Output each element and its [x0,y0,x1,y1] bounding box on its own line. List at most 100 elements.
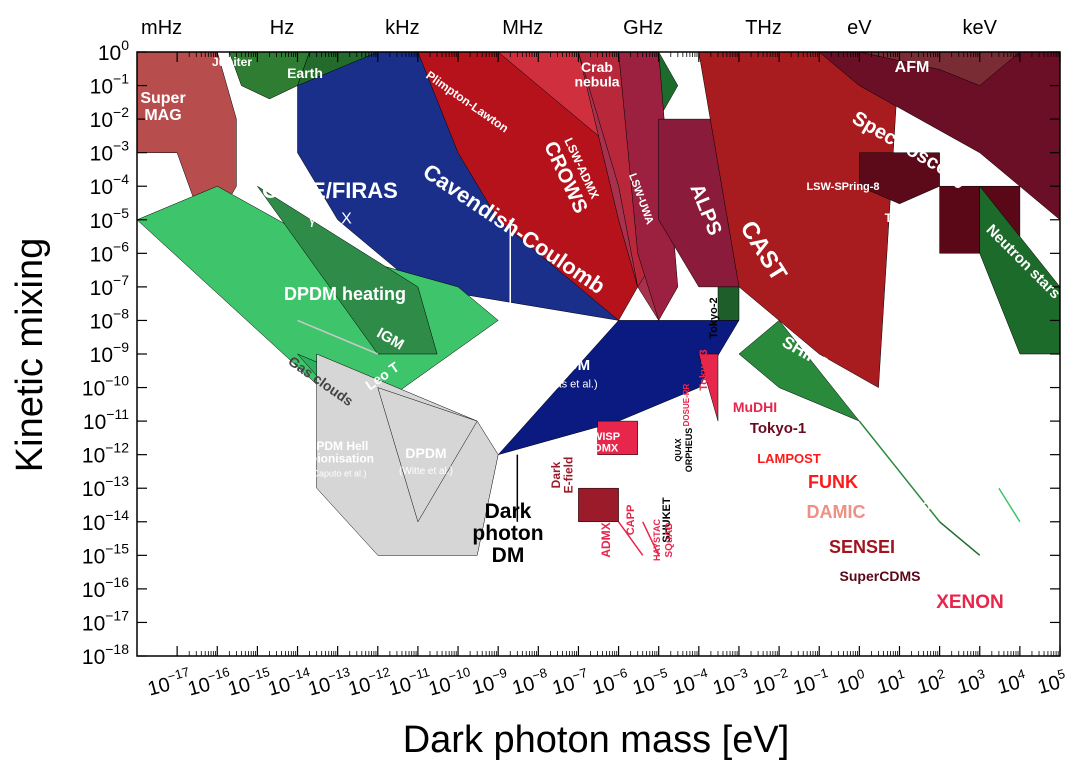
top-axis-label: eV [847,17,872,39]
y-tick-label: 10−8 [90,305,130,333]
y-tick-label: 100 [98,37,129,65]
top-axis-label: Hz [270,17,294,39]
y-tick-label: 10−13 [82,473,129,501]
x-tick-label: 105 [1034,666,1069,699]
y-tick-label: 10−11 [83,406,129,434]
label-afm: AFM [895,59,930,76]
region-capp-line [642,521,660,556]
label-squad: SQuAD [664,523,675,558]
label-dpdm-hell-reionisation: DPDM Hell Reionisation (Caputo et al.) [302,439,374,478]
label-haystac: HAYSTAC [652,519,662,562]
x-tick-label: 10−3 [710,665,753,700]
region-dpdm-witte-et-al [377,387,478,523]
x-tick-label: 104 [994,666,1029,699]
label-damic: DAMIC [807,502,866,522]
label-solar: Solar [908,487,951,522]
label-earth: Earth [287,65,323,81]
region-dark-e-field [578,487,619,523]
x-tick-label: 10−12 [345,664,395,701]
label-texono: TEXONO [885,211,936,225]
y-tick-label: 10−1 [90,71,130,99]
label-orpheus: ORPHEUS [684,428,694,473]
x-tick-label: 10−5 [629,665,672,700]
x-tick-label: 10−8 [509,665,552,700]
y-tick-label: 10−7 [90,272,130,300]
label-dark-e-field: DarkE-field [549,457,576,494]
label-quax: QUAX [674,438,683,462]
label-wisp-dmx: WISP DMX [592,431,620,455]
x-tick-label: 10−10 [425,664,475,701]
top-axis-label: kHz [385,17,419,39]
y-tick-label: 10−12 [82,440,129,468]
region-solar-line [858,420,941,523]
region-ships [738,320,860,422]
label-dpdm-heating: DPDM heating [284,284,406,304]
y-tick-label: 10−16 [82,574,129,602]
y-tick-label: 10−4 [90,171,130,199]
label-lampost: LAMPOST [757,451,821,466]
y-tick-label: 10−2 [90,104,130,132]
label-funk: FUNK [808,472,858,492]
label-cobe-firas: COBE/FIRAS γ → X [262,178,398,227]
region-lsw-spring-8 [859,152,940,205]
top-axis-label: mHz [141,17,182,39]
x-tick-label: 10−2 [750,665,793,700]
label-super-mag: Super MAG [140,90,185,124]
region-wisp-dmx [597,420,638,455]
x-tick-label: 10−9 [469,665,512,700]
region-neutron-stars [979,185,1060,355]
region-igm [257,185,438,355]
label-dpdm-witte-et-al: DPDM (Witte et al.) [399,445,453,477]
x-tick-label: 10−4 [669,665,712,700]
y-tick-label: 10−3 [90,138,130,166]
y-tick-label: 10−17 [82,607,129,635]
label-tokyo-2: Tokyo-2 [708,297,720,338]
region-hb-line [939,521,981,556]
region-rg-line [998,487,1021,523]
label-sensei: SENSEI [829,537,895,557]
region-admx-line [617,521,644,556]
top-axis-label: THz [745,17,782,39]
top-axis-label: keV [963,17,998,39]
label-dark-photon-dm: Dark photon DM [472,500,543,567]
y-tick-label: 10−10 [82,373,129,401]
regions-layer [137,52,1060,556]
y-tick-label: 10−14 [82,507,129,535]
region-gas-clouds-line [297,319,379,355]
y-tick-label: 10−5 [90,205,130,233]
label-tokyo-1: Tokyo-1 [750,420,806,437]
region-jupiter [229,52,310,100]
label-admx: ADMX [599,522,613,557]
x-tick-label: 102 [914,666,949,699]
x-tick-label: 103 [954,666,989,699]
x-tick-label: 10−7 [549,665,592,700]
label-mudhi: MuDHI [733,399,777,415]
label-jupiter: Jupiter [212,55,252,69]
top-axis-label: MHz [502,17,543,39]
x-tick-label: 10−6 [589,665,632,700]
label-hb: HB [961,510,990,536]
x-axis-title: Dark photon mass [eV] [403,719,790,761]
label-crab-nebula: Crab nebula [574,59,619,90]
y-axis-title: Kinetic mixing [9,238,51,472]
region-tokyo-2 [717,286,740,321]
y-tick-label: 10−6 [90,238,130,266]
x-tick-label: 100 [834,666,869,699]
x-tick-label: 10−1 [790,665,833,700]
region-tokyo-3 [698,353,719,422]
x-tick-label: 10−17 [144,664,194,701]
top-axis-label: GHz [623,17,663,39]
label-dosue-rr: DOSUE-RR [682,383,691,426]
x-tick-label: 101 [874,666,909,699]
label-xenon: XENON [936,592,1004,613]
label-dpdm-arias-et-al: DPDM (Arias et al.) [538,357,597,390]
y-tick-label: 10−9 [90,339,130,367]
region-cast [698,52,900,389]
label-tokyo-3: Tokyo-3 [698,349,710,390]
label-shuket: SHUKET [661,497,673,543]
label-supercdms: SuperCDMS [840,568,921,584]
y-tick-label: 10−15 [82,540,129,568]
label-lsw-spring-8: LSW-SPring-8 [806,181,879,193]
label-capp: CAPP [625,505,637,536]
